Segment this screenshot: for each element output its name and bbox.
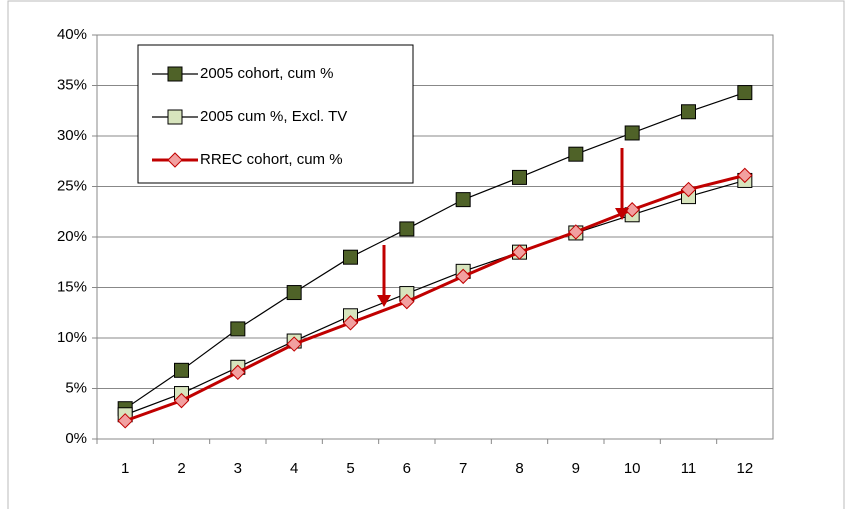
series-line <box>124 92 746 410</box>
x-tick-label: 7 <box>459 460 467 477</box>
marker <box>568 224 584 240</box>
legend-marker <box>167 66 183 82</box>
marker <box>286 285 302 301</box>
marker <box>399 221 415 237</box>
marker <box>174 362 189 378</box>
x-tick-label: 6 <box>403 460 411 477</box>
x-tick-label: 12 <box>736 460 753 477</box>
legend: 2005 cohort, cum % 2005 cum %, Excl. TV RR… <box>137 44 414 184</box>
marker <box>624 125 640 141</box>
x-tick-label: 9 <box>572 460 580 477</box>
y-tick-label: 10% <box>57 329 87 346</box>
y-tick-label: 40% <box>57 26 87 43</box>
marker <box>681 104 696 120</box>
marker <box>343 249 358 265</box>
x-tick-label: 4 <box>290 460 298 477</box>
y-tick-label: 0% <box>65 430 87 447</box>
marker <box>568 146 584 162</box>
marker <box>342 315 359 331</box>
marker <box>512 169 527 185</box>
marker <box>511 244 528 260</box>
marker <box>680 181 697 198</box>
marker <box>624 202 640 218</box>
y-tick-label: 15% <box>57 278 87 295</box>
x-tick-label: 11 <box>681 460 697 477</box>
marker <box>117 413 133 429</box>
x-tick-label: 10 <box>624 460 641 477</box>
x-tick-label: 5 <box>346 460 354 477</box>
series-line <box>124 173 746 423</box>
y-tick-label: 20% <box>57 228 87 245</box>
marker <box>230 321 246 337</box>
x-tick-label: 1 <box>121 460 129 477</box>
marker <box>455 192 471 208</box>
x-tick-label: 2 <box>177 460 185 477</box>
x-tick-label: 8 <box>515 460 523 477</box>
legend-label: 2005 cohort, cum % <box>200 65 333 82</box>
marker <box>399 293 415 310</box>
legend-marker <box>167 152 183 168</box>
series-line <box>124 179 745 416</box>
marker <box>737 167 753 184</box>
y-tick-label: 25% <box>57 177 87 194</box>
legend-label: 2005 cum %, Excl. TV <box>200 108 347 125</box>
annotation-arrowhead <box>615 208 629 220</box>
marker <box>737 85 753 101</box>
y-tick-label: 5% <box>65 379 87 396</box>
annotation-arrowhead <box>377 295 391 307</box>
marker <box>286 336 302 352</box>
x-tick-label: 3 <box>234 460 242 477</box>
marker <box>230 364 246 381</box>
legend-marker <box>167 109 183 125</box>
legend-label: RREC cohort, cum % <box>200 151 343 168</box>
marker <box>455 268 471 285</box>
y-tick-label: 30% <box>57 127 87 144</box>
y-tick-label: 35% <box>57 76 87 93</box>
marker <box>173 392 190 409</box>
